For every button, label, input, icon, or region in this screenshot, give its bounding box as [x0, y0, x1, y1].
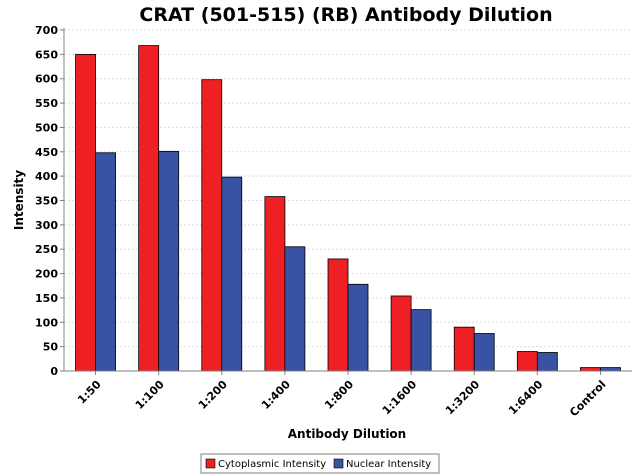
y-tick-label: 450 — [35, 146, 58, 159]
legend-label-0: Cytoplasmic Intensity — [218, 459, 326, 470]
bar-nuclear-1 — [158, 150, 180, 372]
x-axis-title: Antibody Dilution — [288, 427, 406, 441]
x-tick-label: 1:400 — [259, 378, 293, 412]
y-tick-label: 250 — [35, 243, 58, 256]
bar-nuclear-8 — [600, 367, 621, 372]
bar-nuclear-5 — [410, 309, 432, 372]
bar-cytoplasmic-7 — [516, 351, 538, 372]
chart-title: CRAT (501-515) (RB) Antibody Dilution — [139, 4, 552, 26]
x-tick-label: 1:50 — [75, 378, 104, 407]
legend: Cytoplasmic Intensity Nuclear Intensity — [200, 453, 440, 474]
bar-cytoplasmic-5 — [390, 295, 412, 372]
bar-cytoplasmic-2 — [201, 79, 223, 372]
bar-cytoplasmic-1 — [138, 45, 160, 372]
y-tick-label: 300 — [35, 219, 58, 232]
y-axis-title: Intensity — [12, 170, 26, 230]
bars — [75, 45, 621, 372]
y-tick-label: 500 — [35, 121, 58, 134]
bar-cytoplasmic-4 — [327, 258, 349, 372]
y-tick-label: 100 — [35, 316, 58, 329]
legend-box — [200, 453, 440, 474]
y-tick-label: 650 — [35, 48, 58, 61]
x-tick-label: 1:800 — [322, 378, 356, 412]
legend-swatch-1 — [333, 458, 344, 469]
bar-cytoplasmic-6 — [453, 326, 475, 372]
bar-cytoplasmic-0 — [75, 53, 96, 372]
bar-nuclear-3 — [284, 246, 306, 372]
y-tick-label: 0 — [50, 365, 58, 378]
y-tick-label: 150 — [35, 292, 58, 305]
x-tick-label: Control — [567, 378, 608, 419]
bar-cytoplasmic-3 — [264, 196, 286, 372]
y-tick-label: 700 — [35, 24, 58, 37]
x-tick-label: 1:1600 — [380, 378, 420, 418]
x-tick-label: 1:100 — [133, 378, 167, 412]
bar-nuclear-7 — [536, 352, 558, 372]
bar-nuclear-6 — [473, 333, 495, 372]
y-tick-label: 550 — [35, 97, 58, 110]
y-axis-ticks: 0 50 100 150 200 250 300 350 400 450 500 550 600 650 7… — [35, 24, 64, 378]
bar-nuclear-2 — [221, 176, 243, 372]
x-tick-label: 1:6400 — [506, 378, 546, 418]
y-tick-label: 350 — [35, 195, 58, 208]
bar-nuclear-0 — [95, 152, 116, 372]
y-tick-label: 400 — [35, 170, 58, 183]
y-tick-label: 600 — [35, 73, 58, 86]
x-axis-ticks: 1:50 1:100 1:200 1:400 1:800 1:1600 1:3200 1:64… — [75, 371, 609, 419]
legend-swatch-0 — [205, 458, 216, 469]
x-tick-label: 1:3200 — [443, 378, 483, 418]
y-tick-label: 200 — [35, 268, 58, 281]
bar-cytoplasmic-8 — [580, 367, 601, 372]
legend-label-1: Nuclear Intensity — [346, 459, 431, 470]
x-tick-label: 1:200 — [196, 378, 230, 412]
y-tick-label: 50 — [43, 341, 59, 354]
bar-nuclear-4 — [347, 283, 369, 372]
